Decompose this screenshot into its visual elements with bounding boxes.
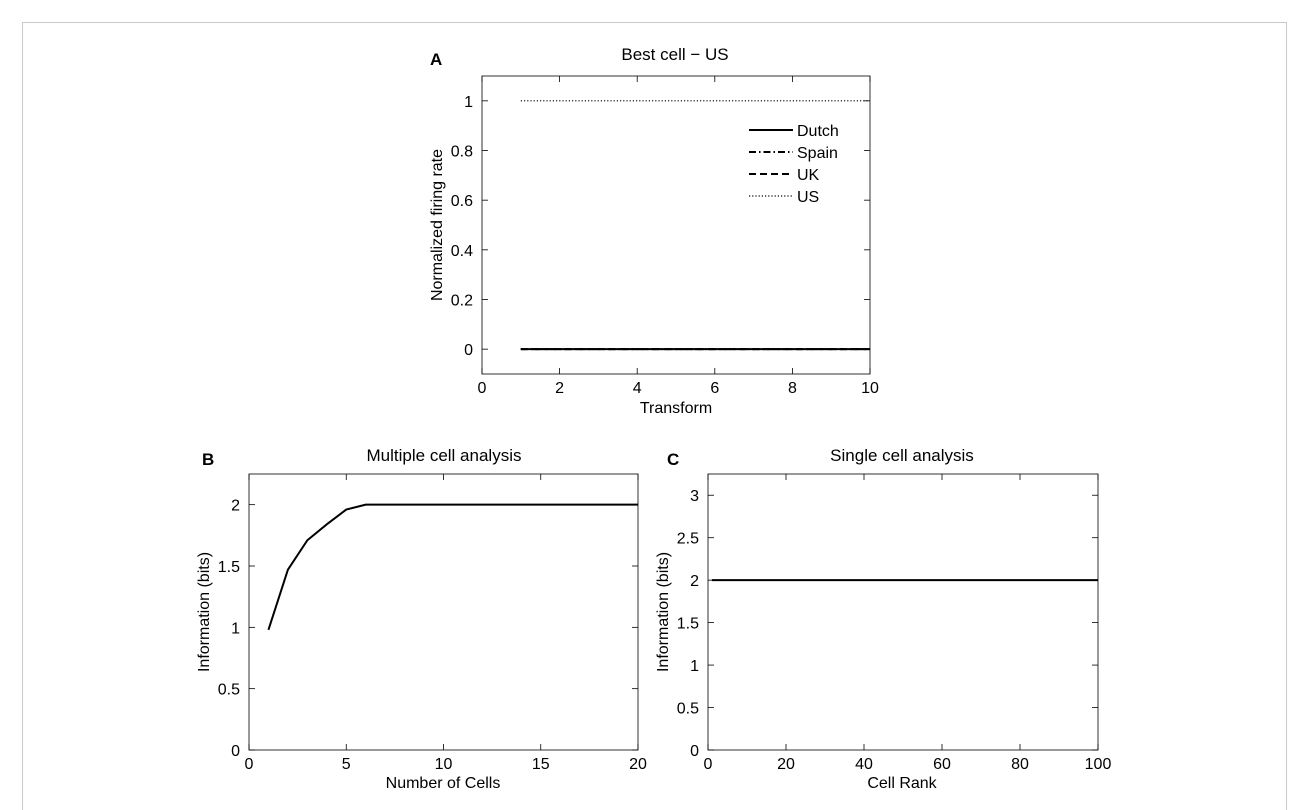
- panel-c-ytick-label: 2.5: [677, 531, 699, 548]
- panel-c-xtick-label: 100: [1085, 756, 1112, 773]
- panel-a-ytick-label: 0.2: [451, 293, 473, 310]
- legend-label-spain: Spain: [797, 145, 838, 162]
- panel-b-xtick-label: 10: [435, 756, 453, 773]
- panel-b-title: Multiple cell analysis: [367, 446, 522, 465]
- panel-b-ylabel: Information (bits): [196, 552, 213, 672]
- panel-b-xtick-label: 15: [532, 756, 550, 773]
- panel-a: A Best cell − US 0 2 4 6 8 10 0 0.2 0.4 0.6 0.8 1 T…: [429, 45, 879, 417]
- panel-c-xtick-label: 80: [1011, 756, 1029, 773]
- panel-a-legend: Dutch Spain UK US: [749, 123, 839, 206]
- panel-b-xtick-label: 20: [629, 756, 647, 773]
- panel-c-xtick-label: 0: [704, 756, 713, 773]
- panel-a-ytick-label: 1: [464, 94, 473, 111]
- panel-b-series-line-main: [267, 503, 638, 631]
- legend-label-us: US: [797, 189, 819, 206]
- legend-label-dutch: Dutch: [797, 123, 839, 140]
- panel-a-ytick-label: 0: [464, 342, 473, 359]
- panel-c-label: C: [667, 450, 679, 469]
- panel-a-ticks: 0 2 4 6 8 10 0 0.2 0.4 0.6 0.8 1: [451, 76, 879, 397]
- panel-b-series: [267, 503, 638, 631]
- panel-a-xlabel: Transform: [640, 400, 712, 417]
- panel-b-label: B: [202, 450, 214, 469]
- panel-b-ytick-label: 1.5: [218, 559, 240, 576]
- panel-c-xtick-label: 40: [855, 756, 873, 773]
- panel-b: B Multiple cell analysis 0 5 10 15 20 0 0.5 1 1.…: [196, 446, 647, 792]
- panel-c-ytick-label: 2: [690, 573, 699, 590]
- panel-c-ytick-label: 0: [690, 743, 699, 760]
- panel-b-ticks: 0 5 10 15 20 0 0.5 1 1.5 2: [218, 474, 647, 773]
- panel-a-label: A: [430, 50, 442, 69]
- figure-frame: [22, 22, 1287, 810]
- panel-c: C Single cell analysis 0 20 40 60 80 100 0 0.5 1…: [655, 446, 1111, 792]
- panel-a-ylabel: Normalized firing rate: [429, 149, 446, 301]
- panel-b-xlabel: Number of Cells: [386, 775, 501, 792]
- panel-b-axes-box: [248, 473, 639, 751]
- panel-c-xlabel: Cell Rank: [867, 775, 937, 792]
- panel-a-ytick-label: 0.4: [451, 243, 473, 260]
- panel-a-ytick-label: 0.8: [451, 144, 473, 161]
- panel-a-axes-box: [481, 75, 871, 375]
- panel-c-ylabel: Information (bits): [655, 552, 672, 672]
- panel-b-ytick-label: 0.5: [218, 682, 240, 699]
- panel-c-ytick-label: 1: [690, 658, 699, 675]
- panel-a-xtick-label: 2: [555, 380, 564, 397]
- panel-a-xtick-label: 0: [478, 380, 487, 397]
- panel-a-ytick-label: 0.6: [451, 193, 473, 210]
- panel-b-ytick-label: 1: [231, 620, 240, 637]
- panel-a-xtick-label: 6: [710, 380, 719, 397]
- panel-c-ytick-label: 1.5: [677, 616, 699, 633]
- panel-a-xtick-label: 10: [861, 380, 879, 397]
- panel-a-title: Best cell − US: [621, 45, 728, 64]
- panel-b-ytick-label: 0: [231, 743, 240, 760]
- panel-c-ticks: 0 20 40 60 80 100 0 0.5 1 1.5 2 2.5 3: [677, 474, 1112, 773]
- panel-c-xtick-label: 20: [777, 756, 795, 773]
- panel-a-series: [520, 100, 870, 351]
- panel-c-xtick-label: 60: [933, 756, 951, 773]
- panel-b-xtick-label: 5: [342, 756, 351, 773]
- panel-a-xtick-label: 8: [788, 380, 797, 397]
- panel-b-xtick-label: 0: [245, 756, 254, 773]
- panel-c-axes-box: [707, 473, 1099, 751]
- panel-c-title: Single cell analysis: [830, 446, 974, 465]
- legend-label-uk: UK: [797, 167, 820, 184]
- panel-c-ytick-label: 3: [690, 488, 699, 505]
- panel-a-xtick-label: 4: [633, 380, 642, 397]
- panel-c-ytick-label: 0.5: [677, 701, 699, 718]
- panel-b-ytick-label: 2: [231, 498, 240, 515]
